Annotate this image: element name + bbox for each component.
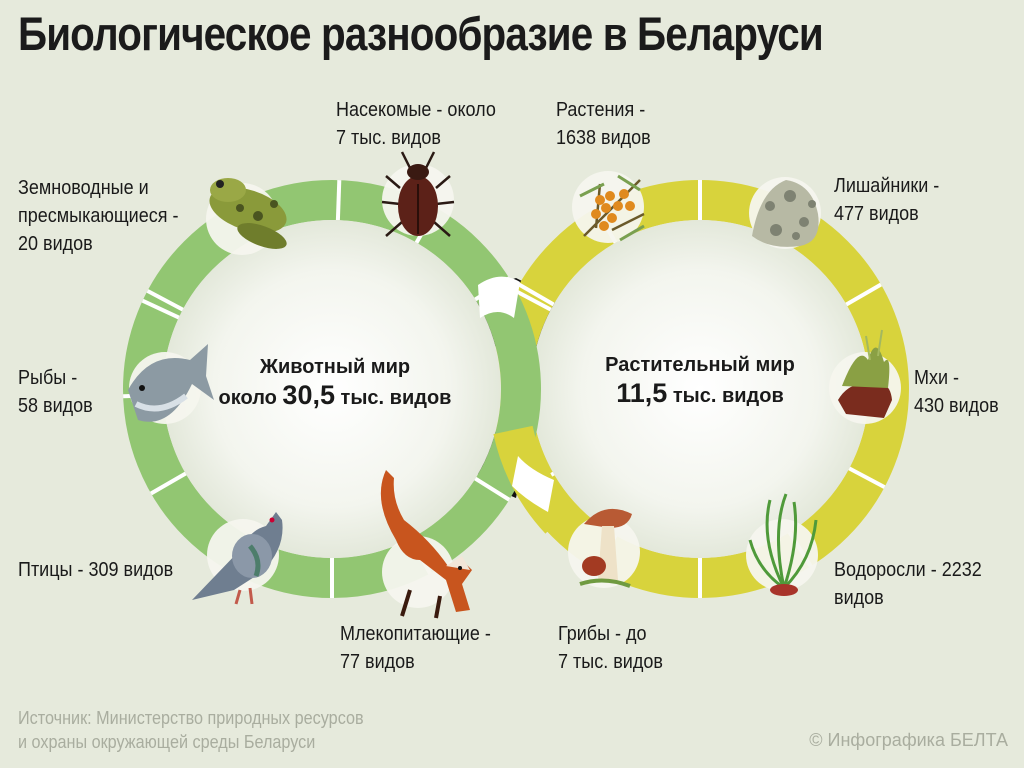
plant-world-total: 11,5 тыс. видов	[616, 378, 784, 408]
ring-separator	[141, 298, 180, 320]
ring-separator	[150, 471, 187, 496]
algae-icon	[748, 493, 818, 596]
ring-separator	[335, 180, 342, 221]
label-plants: Растения - 1638 видов	[556, 99, 651, 149]
label-lichens: Лишайники - 477 видов	[834, 175, 940, 225]
moss-icon	[838, 329, 892, 418]
ring-separator	[845, 282, 882, 307]
label-birds: Птицы - 309 видов	[18, 559, 174, 581]
label-fungi: Грибы - до 7 тыс. видов	[558, 623, 663, 673]
sea-buckthorn-icon	[579, 174, 645, 242]
animal-world-center: Животный мир около 30,5 тыс. видов	[210, 354, 460, 413]
ring-separator	[474, 476, 511, 502]
page-title: Биологическое разнообразие в Беларуси	[18, 7, 824, 60]
label-fish: Рыбы - 58 видов	[18, 367, 93, 417]
beetle-icon	[381, 151, 455, 237]
lichen-icon	[752, 180, 819, 247]
label-insects: Насекомые - около 7 тыс. видов	[336, 99, 496, 149]
fish-icon	[128, 344, 214, 422]
label-amphibians: Земноводные и пресмыкающиеся - 20 видов	[18, 177, 179, 255]
crossing-white-top	[478, 276, 520, 318]
credit: © Инфографика БЕЛТА	[809, 730, 1008, 750]
crossing-white-bottom	[512, 456, 554, 512]
source-note: Источник: Министерство природных ресурсо…	[18, 708, 364, 752]
ring-separator	[146, 289, 184, 312]
pigeon-icon	[192, 512, 283, 605]
ring-separator	[848, 466, 886, 489]
ring-separator	[518, 282, 555, 307]
label-mammals: Млекопитающие - 77 видов	[340, 623, 491, 673]
fox-icon	[380, 470, 472, 619]
mushroom-icon	[579, 508, 632, 588]
ring-separator	[514, 289, 552, 312]
animal-world-title: Животный мир	[259, 356, 411, 378]
frog-icon	[209, 178, 287, 249]
label-algae: Водоросли - 2232 видов	[834, 559, 982, 609]
plant-world-center: Растительный мир 11,5 тыс. видов	[580, 352, 820, 411]
label-mosses: Мхи - 430 видов	[914, 367, 999, 417]
plant-world-title: Растительный мир	[605, 354, 795, 376]
animal-world-total: около 30,5 тыс. видов	[218, 380, 452, 410]
